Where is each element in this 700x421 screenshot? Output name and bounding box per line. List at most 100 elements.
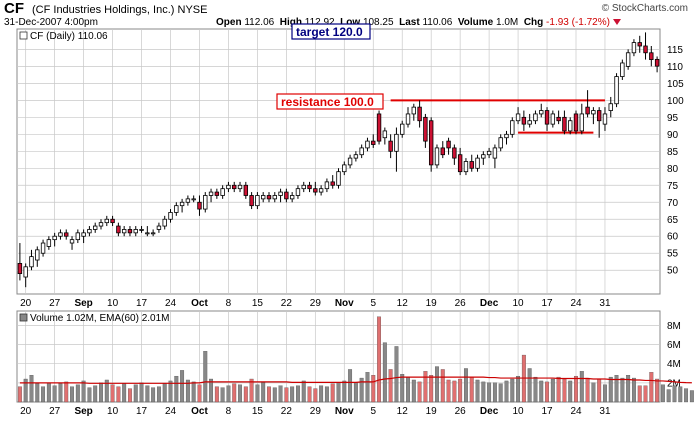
volume-bar xyxy=(278,385,283,403)
candle xyxy=(324,178,330,193)
volume-bar xyxy=(243,386,248,403)
candle-body xyxy=(168,212,173,220)
candle xyxy=(255,192,260,210)
volume-bar xyxy=(643,385,648,403)
candle-body xyxy=(174,205,179,213)
candle xyxy=(278,188,283,203)
volume-bar xyxy=(620,377,625,403)
candle xyxy=(625,49,631,70)
volume-bar xyxy=(104,379,109,403)
volume-bar xyxy=(261,382,266,403)
price-plot-area xyxy=(16,28,661,295)
candle xyxy=(405,107,411,128)
candle xyxy=(87,226,92,237)
candle-body xyxy=(232,184,237,190)
candle-body xyxy=(110,218,115,224)
candle-body xyxy=(388,140,393,152)
volume-bar xyxy=(52,385,57,403)
candle-body xyxy=(98,222,104,227)
quote-date: 31-Dec-2007 4:00pm xyxy=(4,17,98,28)
candle-body xyxy=(486,150,492,156)
candle xyxy=(365,137,370,152)
price-tick-label: 60 xyxy=(667,232,679,243)
candle xyxy=(481,151,486,165)
volume-bar xyxy=(463,368,468,403)
candle xyxy=(301,181,306,193)
candle-body xyxy=(556,116,561,122)
candle xyxy=(411,103,417,121)
candle xyxy=(237,181,243,193)
candle-body xyxy=(150,232,156,235)
volume-bar xyxy=(284,387,289,403)
candle xyxy=(266,192,272,203)
candle xyxy=(330,175,335,189)
volume-bar xyxy=(87,387,92,403)
volume-bar xyxy=(353,382,358,403)
volume-bar xyxy=(365,372,370,403)
volume-bar xyxy=(689,390,694,403)
price-x-tick-label: 31 xyxy=(599,298,611,309)
candle-body xyxy=(197,201,202,210)
candle-body xyxy=(457,154,463,173)
volume-bar xyxy=(510,378,515,403)
candle xyxy=(93,222,98,233)
price-x-tick-label: 17 xyxy=(541,298,553,309)
candle xyxy=(452,144,457,165)
candle xyxy=(46,236,52,250)
volume-bar xyxy=(46,382,51,403)
candle-body xyxy=(579,113,584,132)
candle-body xyxy=(394,133,399,152)
volume-bar xyxy=(371,375,376,403)
price-tick-label: 55 xyxy=(667,249,679,260)
volume-bar xyxy=(388,369,393,403)
candle xyxy=(596,107,602,138)
candle xyxy=(602,107,608,131)
candle xyxy=(162,215,167,230)
candle xyxy=(226,181,231,193)
candle xyxy=(539,103,544,118)
price-x-tick-label: 22 xyxy=(281,298,293,309)
candle xyxy=(232,181,237,193)
candle xyxy=(614,73,619,108)
volume-bar xyxy=(446,379,451,403)
candle-body xyxy=(469,161,474,169)
candle-body xyxy=(573,113,579,132)
volume-bar xyxy=(660,384,665,403)
candle xyxy=(434,144,440,169)
volume-bar xyxy=(423,371,428,403)
volume-bar xyxy=(637,385,642,403)
volume-bar xyxy=(400,374,405,403)
volume-bar xyxy=(313,388,318,403)
volume-x-tick-label: 24 xyxy=(165,406,177,417)
volume-bar xyxy=(139,382,144,403)
volume-bar xyxy=(631,377,636,403)
candle-body xyxy=(127,229,133,234)
volume-x-tick-label: 19 xyxy=(426,406,438,417)
candle-body xyxy=(625,52,631,67)
volume-bar xyxy=(116,386,121,403)
price-x-tick-label: 8 xyxy=(226,298,232,309)
volume-bar xyxy=(666,389,671,403)
candle-body xyxy=(515,113,521,122)
volume-bar xyxy=(128,388,132,403)
candle xyxy=(203,192,208,213)
candle-body xyxy=(133,229,138,234)
candle-body xyxy=(568,120,573,132)
volume-bar xyxy=(17,386,22,403)
candle xyxy=(168,209,173,223)
volume-bar xyxy=(487,382,492,403)
candle xyxy=(75,229,81,244)
volume-bar xyxy=(145,385,150,403)
volume-bar xyxy=(527,368,532,403)
volume-x-tick-label: 27 xyxy=(49,406,61,417)
candle xyxy=(174,202,179,216)
candle xyxy=(185,195,191,206)
candle-body xyxy=(278,191,283,196)
candle-body xyxy=(139,229,144,231)
candle-body xyxy=(428,120,434,166)
candle-body xyxy=(643,45,648,54)
volume-bar xyxy=(336,382,341,403)
volume-x-tick-label: 12 xyxy=(397,406,409,417)
candle-body xyxy=(475,157,480,169)
volume-bar xyxy=(93,385,98,403)
